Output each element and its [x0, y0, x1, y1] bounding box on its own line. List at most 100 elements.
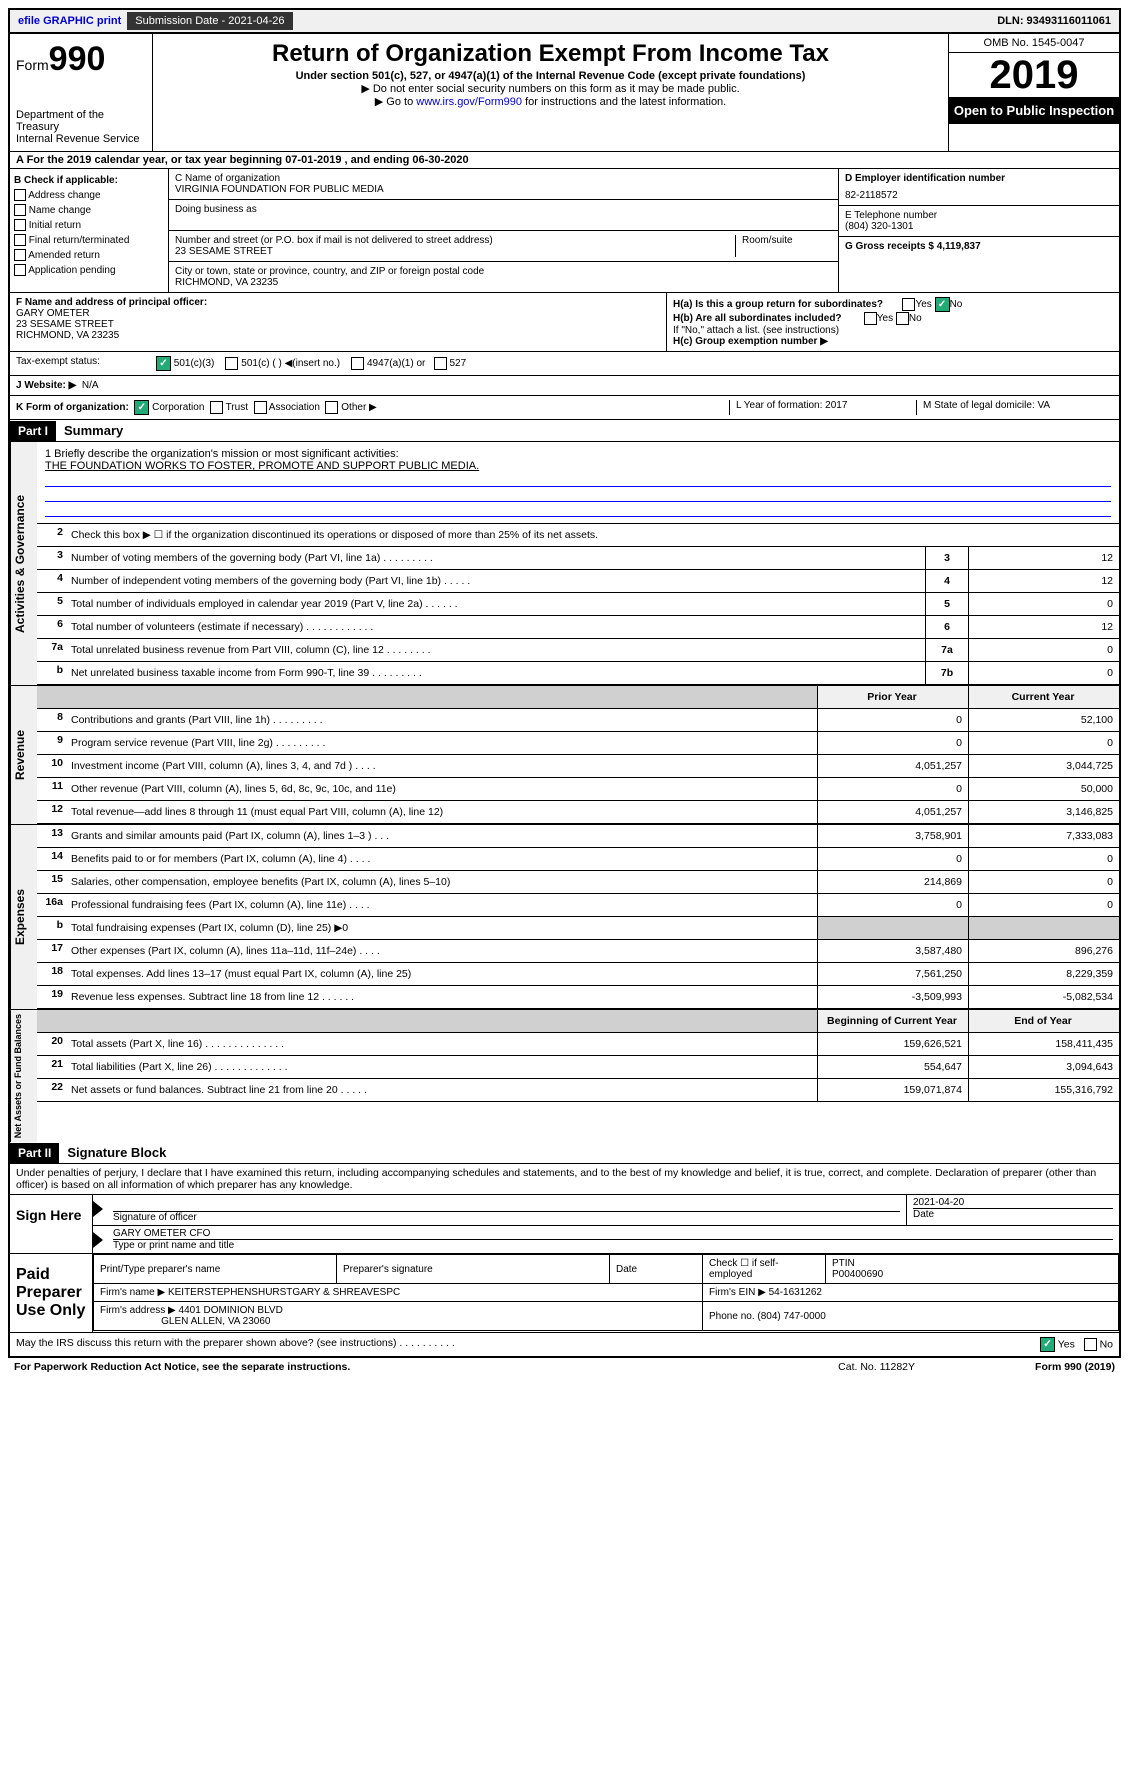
title-box: Return of Organization Exempt From Incom… [153, 34, 948, 152]
ck-trust[interactable] [210, 401, 223, 414]
prep-sig-hdr: Preparer's signature [337, 1255, 610, 1284]
firm-name-label: Firm's name ▶ [100, 1287, 165, 1298]
part1-title: Summary [56, 420, 131, 441]
hdr-beginning: Beginning of Current Year [818, 1010, 969, 1033]
col-b-title: B Check if applicable: [14, 175, 118, 186]
table-row: 10Investment income (Part VIII, column (… [37, 755, 1119, 778]
table-row: 3Number of voting members of the governi… [37, 547, 1119, 570]
table-row: 21Total liabilities (Part X, line 26) . … [37, 1056, 1119, 1079]
firm-name: KEITERSTEPHENSHURSTGARY & SHREAVESPC [168, 1287, 400, 1298]
officer-label: F Name and address of principal officer: [16, 297, 207, 308]
ck-address-change[interactable] [14, 189, 26, 201]
tab-expenses: Expenses [10, 825, 37, 1009]
dln-label: DLN: 93493116011061 [997, 15, 1117, 27]
ck-amended-return[interactable] [14, 249, 26, 261]
lbl-501c3: 501(c)(3) [174, 358, 215, 369]
form-org-row: K Form of organization: ✓ Corporation Tr… [10, 396, 1119, 420]
lbl-yes-1: Yes [915, 299, 931, 310]
ck-name-change[interactable] [14, 204, 26, 216]
prep-date-hdr: Date [610, 1255, 703, 1284]
ck-hb-no[interactable] [896, 312, 909, 325]
lbl-name-change: Name change [29, 205, 91, 216]
phone-label: E Telephone number [845, 210, 1113, 221]
discuss-question: May the IRS discuss this return with the… [16, 1337, 455, 1352]
table-row: 22Net assets or fund balances. Subtract … [37, 1079, 1119, 1102]
firm-addr2: GLEN ALLEN, VA 23060 [161, 1316, 270, 1327]
part1-header: Part I [10, 421, 56, 441]
ck-discuss-no[interactable] [1084, 1338, 1097, 1351]
lbl-application-pending: Application pending [28, 265, 115, 276]
checkbox-column-b: B Check if applicable: Address change Na… [10, 169, 169, 292]
omb-box: OMB No. 1545-0047 2019 Open to Public In… [948, 34, 1119, 152]
ck-ha-no[interactable]: ✓ [935, 297, 950, 312]
table-row: 14Benefits paid to or for members (Part … [37, 848, 1119, 871]
table-row: 12Total revenue—add lines 8 through 11 (… [37, 801, 1119, 824]
officer-name: GARY OMETER [16, 308, 90, 319]
arrow-icon [93, 1232, 103, 1248]
firm-addr1: 4401 DOMINION BLVD [179, 1305, 283, 1316]
ha-label: H(a) Is this a group return for subordin… [673, 299, 883, 310]
ck-discuss-yes[interactable]: ✓ [1040, 1337, 1055, 1352]
paperwork-notice: For Paperwork Reduction Act Notice, see … [14, 1361, 350, 1373]
hdr-end: End of Year [969, 1010, 1120, 1033]
prep-name-hdr: Print/Type preparer's name [94, 1255, 337, 1284]
table-row: 18Total expenses. Add lines 13–17 (must … [37, 963, 1119, 986]
tax-status-label: Tax-exempt status: [16, 356, 100, 367]
irs-link[interactable]: www.irs.gov/Form990 [416, 96, 522, 108]
ck-ha-yes[interactable] [902, 298, 915, 311]
gross-receipts: G Gross receipts $ 4,119,837 [845, 241, 981, 252]
ck-501c[interactable] [225, 357, 238, 370]
dept-label: Department of the Treasury [16, 109, 146, 133]
ck-corporation[interactable]: ✓ [134, 400, 149, 415]
lbl-amended-return: Amended return [28, 250, 100, 261]
governance-table: 2Check this box ▶ ☐ if the organization … [37, 524, 1119, 685]
ck-application-pending[interactable] [14, 264, 26, 276]
lbl-association: Association [269, 402, 320, 413]
table-row: 11Other revenue (Part VIII, column (A), … [37, 778, 1119, 801]
submission-date-button[interactable]: Submission Date - 2021-04-26 [127, 12, 292, 30]
firm-addr-label: Firm's address ▶ [100, 1305, 176, 1316]
website-row: J Website: ▶ N/A [10, 376, 1119, 396]
lbl-final-return: Final return/terminated [29, 235, 130, 246]
sig-date-label: Date [913, 1209, 1113, 1220]
mission-text: THE FOUNDATION WORKS TO FOSTER, PROMOTE … [45, 460, 1111, 472]
open-public-badge: Open to Public Inspection [949, 97, 1119, 124]
goto-post: for instructions and the latest informat… [522, 96, 726, 108]
website-value: N/A [82, 380, 99, 391]
ck-527[interactable] [434, 357, 447, 370]
period-row: A For the 2019 calendar year, or tax yea… [10, 152, 1119, 169]
ck-final-return[interactable] [14, 234, 26, 246]
ein-label: D Employer identification number [845, 173, 1005, 184]
ptin-label: PTIN [832, 1258, 1112, 1269]
id-column: D Employer identification number82-21185… [838, 169, 1119, 292]
ck-association[interactable] [254, 401, 267, 414]
city-state-zip: RICHMOND, VA 23235 [175, 277, 832, 288]
table-row: bNet unrelated business taxable income f… [37, 662, 1119, 685]
part2-header: Part II [10, 1143, 59, 1163]
lbl-corporation: Corporation [152, 402, 204, 413]
ck-501c3[interactable]: ✓ [156, 356, 171, 371]
firm-ein: Firm's EIN ▶ 54-1631262 [703, 1284, 1119, 1302]
lbl-no-2: No [909, 313, 922, 324]
form-label-box: Form990 Department of the Treasury Inter… [10, 34, 153, 152]
irs-label: Internal Revenue Service [16, 133, 146, 145]
goto-pre: ▶ Go to [375, 96, 416, 108]
efile-link[interactable]: efile GRAPHIC print [12, 13, 127, 29]
hdr-prior-year: Prior Year [818, 686, 969, 709]
printed-name-label: Type or print name and title [113, 1240, 1113, 1251]
website-label: J Website: ▶ [16, 380, 76, 391]
tab-netassets: Net Assets or Fund Balances [10, 1010, 37, 1142]
netassets-table: Beginning of Current YearEnd of Year 20T… [37, 1010, 1119, 1102]
table-row: 8Contributions and grants (Part VIII, li… [37, 709, 1119, 732]
tab-governance: Activities & Governance [10, 442, 37, 685]
street-address: 23 SESAME STREET [175, 246, 735, 257]
ck-other[interactable] [325, 401, 338, 414]
ck-initial-return[interactable] [14, 219, 26, 231]
form-title: Return of Organization Exempt From Incom… [157, 40, 944, 68]
table-row: 6Total number of volunteers (estimate if… [37, 616, 1119, 639]
ck-hb-yes[interactable] [864, 312, 877, 325]
table-row: 16aProfessional fundraising fees (Part I… [37, 894, 1119, 917]
paid-preparer-label: Paid Preparer Use Only [10, 1254, 93, 1332]
expenses-table: 13Grants and similar amounts paid (Part … [37, 825, 1119, 1009]
ck-4947[interactable] [351, 357, 364, 370]
